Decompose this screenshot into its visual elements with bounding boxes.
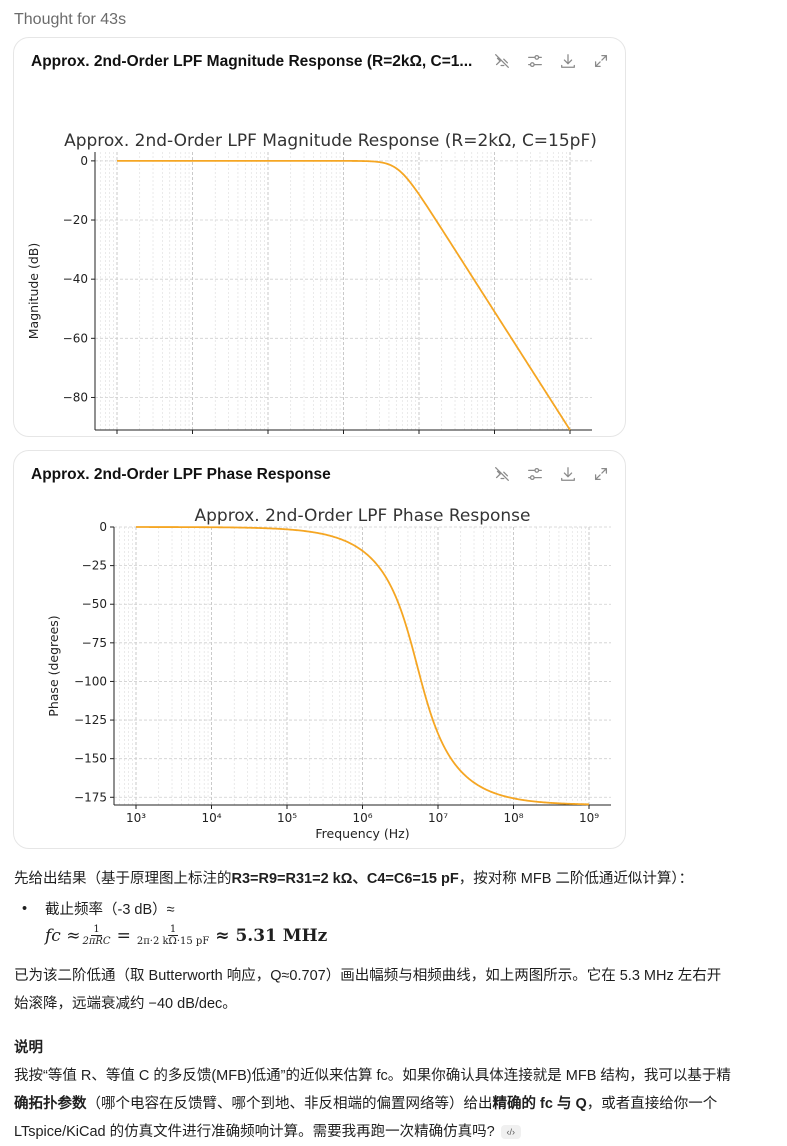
section-heading: 说明 xyxy=(14,1040,43,1056)
y-tick-label: −60 xyxy=(63,331,88,345)
chart-toolbar xyxy=(491,50,611,71)
paragraph-1-line-2: 始滚降，远端衰减约 −40 dB/dec。 xyxy=(14,996,237,1012)
x-tick-label: 10⁶ xyxy=(352,811,372,825)
y-tick-label: −25 xyxy=(82,559,107,573)
paragraph-2-line-2: 确拓扑参数（哪个电容在反馈臂、哪个到地、非反相端的偏置网络等）给出精确的 fc … xyxy=(14,1096,718,1112)
y-tick-label: −175 xyxy=(74,790,107,804)
y-tick-label: −50 xyxy=(82,597,107,611)
y-axis-label: Magnitude (dB) xyxy=(26,243,41,339)
intro-bold: R3=R9=R31=2 kΩ、C4=C6=15 pF xyxy=(231,871,459,887)
settings-icon[interactable] xyxy=(524,463,545,484)
y-tick-label: −100 xyxy=(74,674,107,688)
magnitude-chart: Approx. 2nd-Order LPF Magnitude Response… xyxy=(26,131,597,434)
formula-result: ≈ 5.31 MHz xyxy=(215,925,328,946)
chart-toolbar xyxy=(491,463,611,484)
download-icon[interactable] xyxy=(557,463,578,484)
x-tick-label: 10⁵ xyxy=(277,811,297,825)
chart-title: Approx. 2nd-Order LPF Magnitude Response… xyxy=(64,131,597,151)
y-tick-label: −150 xyxy=(74,752,107,766)
chart-card-magnitude: Approx. 2nd-Order LPF Magnitude Response… xyxy=(13,37,626,437)
paragraph-2-line-3: LTspice/KiCad 的仿真文件进行准确频响计算。需要我再跑一次精确仿真吗… xyxy=(14,1118,731,1146)
y-tick-label: −75 xyxy=(82,636,107,650)
hide-code-icon[interactable] xyxy=(491,463,512,484)
paragraph-2-line-1: 我按“等值 R、等值 C 的多反馈(MFB)低通”的近似来估算 fc。如果你确认… xyxy=(14,1068,731,1084)
formula-eq: = xyxy=(116,925,131,946)
series-line xyxy=(136,526,590,806)
chart-title: Approx. 2nd-Order LPF Phase Response xyxy=(195,506,531,526)
x-tick-label: 10³ xyxy=(126,811,146,825)
y-tick-label: −125 xyxy=(74,713,107,727)
bullet-dot: • xyxy=(22,901,28,917)
intro-paragraph: 先给出结果（基于原理图上标注的R3=R9=R31=2 kΩ、C4=C6=15 p… xyxy=(14,865,693,893)
thought-duration-label[interactable]: Thought for 43s xyxy=(14,11,127,28)
hide-code-icon[interactable] xyxy=(491,50,512,71)
formula-frac-1: 1 2πRC xyxy=(82,924,111,947)
y-tick-label: 0 xyxy=(99,520,107,534)
x-axis-label: Frequency (Hz) xyxy=(315,826,409,841)
y-axis-label: Phase (degrees) xyxy=(46,615,61,716)
intro-post: ，按对称 MFB 二阶低通近似计算）： xyxy=(458,871,694,887)
code-icon[interactable]: ‹/› xyxy=(500,1125,521,1140)
intro-pre: 先给出结果（基于原理图上标注的 xyxy=(14,871,232,887)
expand-icon[interactable] xyxy=(590,463,611,484)
bullet-label: 截止频率（-3 dB）≈ xyxy=(45,902,175,918)
x-tick-label: 10⁸ xyxy=(503,811,523,825)
y-tick-label: −40 xyxy=(63,272,88,286)
expand-icon[interactable] xyxy=(590,50,611,71)
paragraph-2: 我按“等值 R、等值 C 的多反馈(MFB)低通”的近似来估算 fc。如果你确认… xyxy=(14,1062,731,1146)
settings-icon[interactable] xyxy=(524,50,545,71)
x-tick-label: 10⁷ xyxy=(428,811,448,825)
y-tick-label: −20 xyxy=(63,213,88,227)
x-tick-label: 10⁴ xyxy=(201,811,221,825)
formula-frac-2: 1 2π·2 kΩ·15 pF xyxy=(136,924,210,947)
x-tick-label: 10⁹ xyxy=(579,811,599,825)
y-tick-label: −80 xyxy=(63,390,88,404)
paragraph-1: 已为该二阶低通（取 Butterworth 响应，Q≈0.707）画出幅频与相频… xyxy=(14,962,721,1018)
formula-block: fc ≈ 1 2πRC = 1 2π·2 kΩ·15 pF ≈ 5.31 MHz xyxy=(45,924,327,947)
chart-card-phase: Approx. 2nd-Order LPF Phase Response App… xyxy=(13,450,626,849)
paragraph-1-line-1: 已为该二阶低通（取 Butterworth 响应，Q≈0.707）画出幅频与相频… xyxy=(14,968,722,984)
download-icon[interactable] xyxy=(557,50,578,71)
phase-chart: Approx. 2nd-Order LPF Phase Response 0 −25… xyxy=(46,506,611,841)
y-tick-label: 0 xyxy=(80,154,88,168)
series-line xyxy=(117,159,571,431)
formula-fc: fc ≈ xyxy=(45,925,81,946)
